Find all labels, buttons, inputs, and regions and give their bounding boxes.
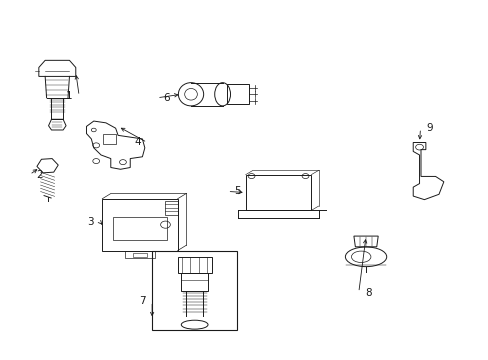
- Text: 4: 4: [134, 138, 141, 148]
- Bar: [132, 253, 147, 257]
- Text: 8: 8: [365, 288, 371, 297]
- Bar: [227, 84, 249, 104]
- Bar: [125, 251, 154, 258]
- Bar: [245, 175, 311, 210]
- Bar: [102, 199, 177, 251]
- Text: 9: 9: [426, 123, 432, 133]
- Bar: [152, 251, 237, 330]
- Text: 3: 3: [87, 217, 94, 227]
- Bar: [177, 257, 211, 273]
- Bar: [181, 273, 208, 291]
- Text: 5: 5: [233, 186, 240, 197]
- Text: 1: 1: [66, 91, 73, 101]
- Text: 6: 6: [163, 93, 169, 103]
- Bar: [165, 201, 177, 215]
- Text: 2: 2: [36, 170, 42, 180]
- Bar: [113, 217, 167, 240]
- Text: 7: 7: [139, 296, 145, 306]
